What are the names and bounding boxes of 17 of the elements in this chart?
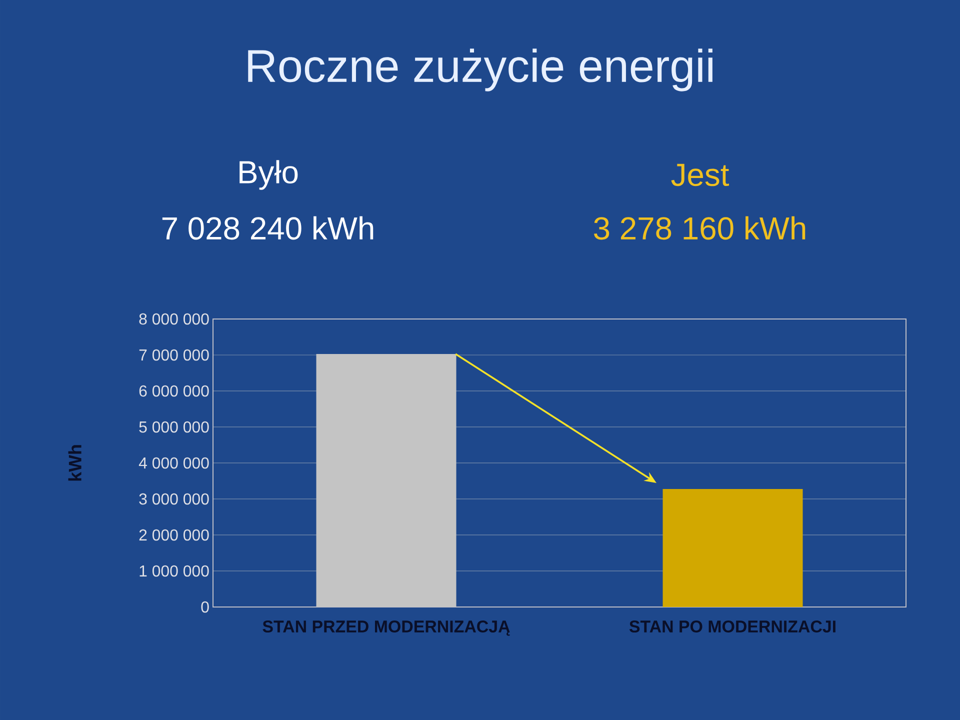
y-tick-label: 6 000 000: [139, 385, 209, 397]
y-tick-label: 0: [201, 601, 209, 613]
y-tick-label: 4 000 000: [138, 457, 209, 469]
y-tick-label: 1 000 000: [140, 565, 209, 577]
chart-title: Roczne zużycie energii: [248, 48, 712, 92]
y-tick-label: 8 000 000: [139, 313, 209, 325]
x-tick-label: STAN PO MODERNIZACJI: [629, 620, 836, 632]
x-tick-label: STAN PRZED MODERNIZACJĄ: [262, 620, 510, 636]
y-tick-label: 3 000 000: [139, 493, 209, 505]
text: Jest: [671, 164, 729, 186]
y-axis-title: kWh: [68, 445, 82, 481]
y-tick-label: 7 000 000: [139, 349, 209, 361]
y-tick-label: 5 000 000: [139, 421, 209, 433]
text: 3 278 160 kWh: [594, 216, 806, 240]
y-tick-label: 2 000 000: [139, 529, 209, 541]
text: 7 028 240 kWh: [162, 216, 374, 240]
text: Było: [240, 160, 298, 190]
